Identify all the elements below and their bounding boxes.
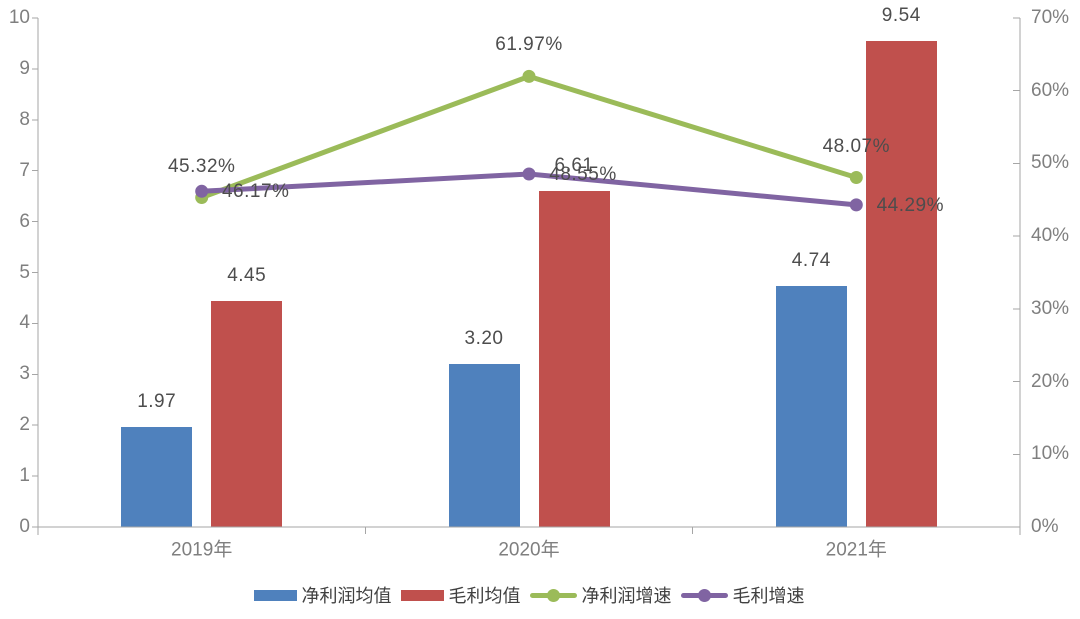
- gross-profit-growth-legend-label: 毛利增速: [732, 586, 805, 606]
- gross-profit-growth-legend-swatch: [680, 588, 728, 602]
- net-profit-avg-legend-swatch: [253, 589, 297, 601]
- left-axis-tick-label: 7: [19, 159, 30, 181]
- right-axis-tick-label: 50%: [1031, 152, 1070, 174]
- right-axis-tick-label: 0%: [1031, 516, 1059, 537]
- gross-profit-avg-legend-swatch: [400, 589, 444, 601]
- gross-profit-avg-value-label: 4.45: [227, 264, 267, 286]
- category-label: 2020年: [498, 539, 560, 561]
- category-label: 2019年: [171, 539, 233, 561]
- net-profit-growth-legend-dot-icon: [546, 588, 560, 602]
- gross-profit-growth-value-label: 46.17%: [221, 181, 290, 203]
- net-profit-avg-value-label: 3.20: [464, 328, 504, 350]
- legend-item-gross-profit-avg: 毛利均值: [400, 582, 521, 608]
- net-profit-avg-legend-label: 净利润均值: [301, 586, 392, 606]
- left-axis-tick-label: 3: [19, 363, 30, 385]
- left-axis-tick-label: 1: [19, 465, 30, 487]
- category-label: 2021年: [825, 539, 887, 561]
- gross-profit-growth-value-label: 48.55%: [549, 164, 617, 185]
- right-axis-tick-label: 40%: [1031, 225, 1070, 247]
- legend-item-net-profit-growth: 净利润增速: [529, 582, 672, 608]
- left-axis-tick-label: 0: [19, 516, 30, 537]
- legend: 净利润均值 毛利均值 净利润增速 毛利增速: [38, 583, 1020, 607]
- right-axis-tick-label: 60%: [1031, 79, 1070, 101]
- gross-profit-avg-legend-label: 毛利均值: [448, 586, 521, 606]
- right-axis-tick-label: 20%: [1031, 370, 1070, 392]
- net-profit-growth-value-label: 48.07%: [822, 135, 891, 157]
- gross-profit-growth-value-label: 44.29%: [876, 194, 945, 216]
- left-axis-tick-label: 10: [8, 7, 30, 28]
- net-profit-avg-value-label: 4.74: [791, 249, 831, 271]
- net-profit-avg-value-label: 1.97: [137, 390, 177, 412]
- left-axis-tick-label: 9: [19, 57, 30, 79]
- left-axis-tick-label: 2: [19, 414, 30, 436]
- left-axis-tick-label: 4: [19, 312, 30, 334]
- left-axis-tick-label: 8: [19, 108, 30, 130]
- gross-profit-growth-legend-dot-icon: [697, 588, 711, 602]
- net-profit-growth-value-label: 61.97%: [495, 34, 563, 56]
- legend-item-gross-profit-growth: 毛利增速: [680, 582, 805, 608]
- left-axis-tick-label: 6: [19, 210, 30, 232]
- net-profit-growth-legend-label: 净利润增速: [581, 586, 672, 606]
- right-axis-tick-label: 30%: [1031, 297, 1070, 319]
- legend-item-net-profit-avg: 净利润均值: [253, 582, 392, 608]
- net-profit-growth-value-label: 45.32%: [167, 155, 236, 177]
- net-profit-growth-legend-swatch: [529, 588, 577, 602]
- gross-profit-avg-value-label: 9.54: [881, 5, 921, 27]
- right-axis-tick-label: 70%: [1031, 7, 1070, 28]
- right-axis-tick-label: 10%: [1031, 443, 1070, 465]
- left-axis-tick-label: 5: [19, 261, 30, 283]
